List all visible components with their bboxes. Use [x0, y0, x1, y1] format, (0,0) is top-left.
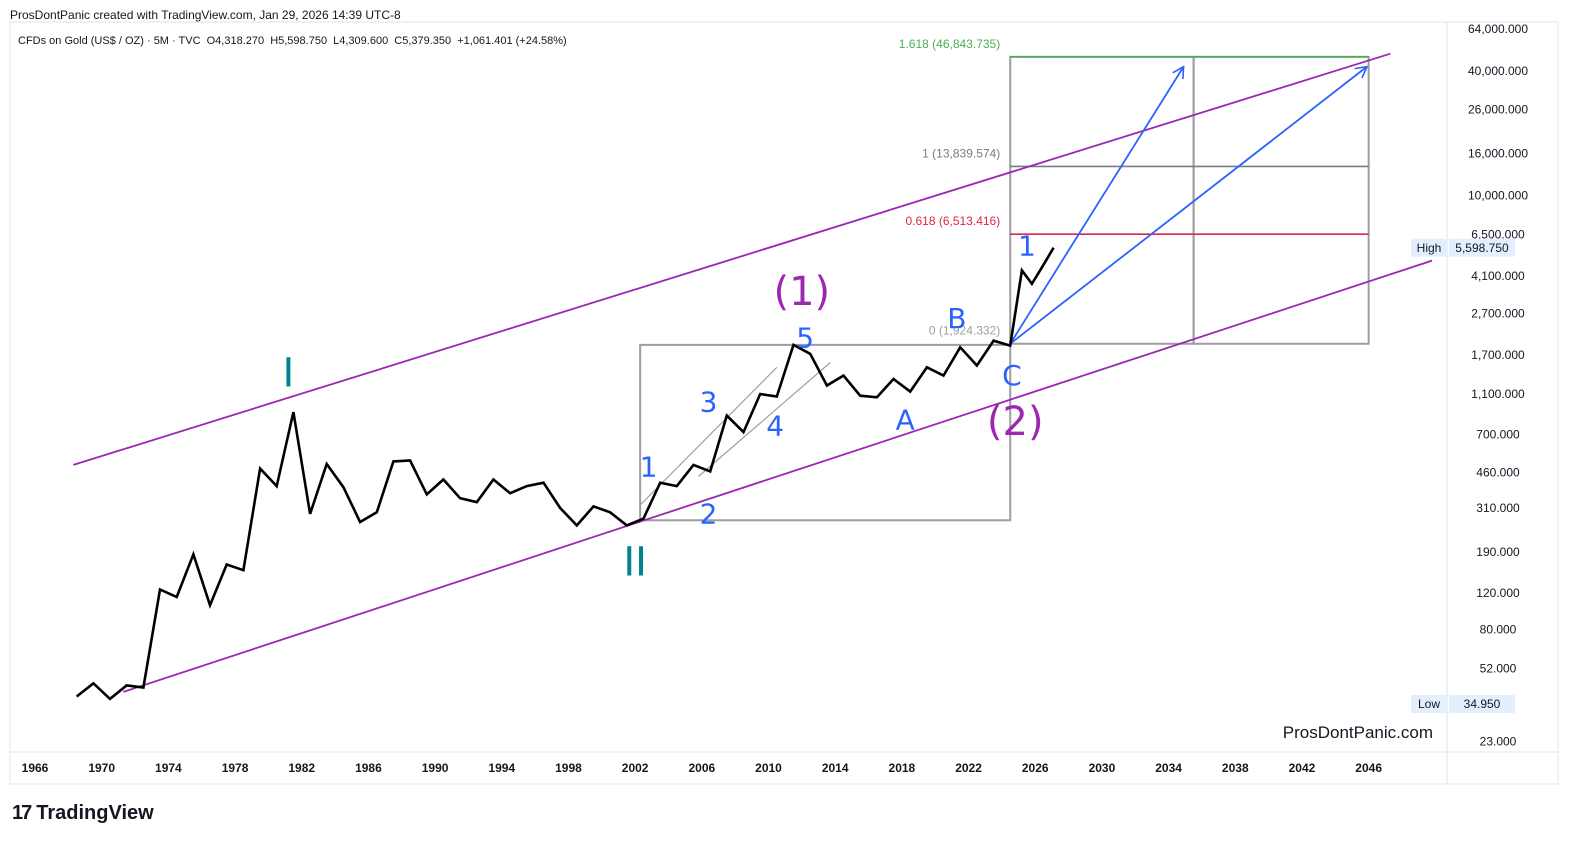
x-tick-label-2: 1974 — [155, 761, 182, 775]
projection-arrow-1 — [1009, 65, 1369, 345]
tradingview-logo-icon: 17 — [12, 802, 32, 824]
x-tick-label-10: 2006 — [688, 761, 715, 775]
x-tick-label-8: 1998 — [555, 761, 582, 775]
y-tick-label-0: 64,000.000 — [1468, 22, 1528, 36]
watermark: ProsDontPanic.com — [1283, 723, 1433, 742]
y-tick-label-6: 4,100.000 — [1471, 269, 1525, 283]
tradingview-logo[interactable]: 17 TradingView — [12, 802, 154, 825]
projection-arrow-0 — [1009, 65, 1185, 345]
price-series-line-0 — [75, 247, 1055, 701]
fib-label-3: 0 (1,924.332) — [929, 324, 1000, 338]
x-tick-label-15: 2026 — [1022, 761, 1049, 775]
wave-label-12: 1 — [1018, 230, 1036, 263]
x-tick-label-11: 2010 — [755, 761, 782, 775]
y-tick-label-16: 52.000 — [1480, 661, 1517, 675]
y-tick-label-1: 40,000.000 — [1468, 64, 1528, 78]
price-tag-high-label-bg — [1411, 238, 1447, 257]
x-tick-label-19: 2042 — [1289, 761, 1316, 775]
y-tick-label-17: 23.000 — [1480, 735, 1517, 749]
y-tick-label-4: 10,000.000 — [1468, 189, 1528, 203]
projection-box-0 — [639, 343, 1012, 522]
fib-label-1: 1 (13,839.574) — [922, 146, 1000, 160]
x-tick-label-13: 2018 — [889, 761, 916, 775]
x-tick-label-6: 1990 — [422, 761, 449, 775]
wave-label-9: A — [896, 404, 915, 437]
price-tag-high-value-bg — [1449, 238, 1515, 257]
price-tag-low-label-bg — [1411, 695, 1447, 714]
y-tick-label-10: 700.000 — [1476, 428, 1520, 442]
wave-label-3: (2) — [987, 399, 1044, 445]
minor-channel-line-1 — [698, 362, 831, 477]
y-tick-label-8: 1,700.000 — [1471, 348, 1525, 362]
wave-label-1: II — [623, 540, 647, 586]
y-tick-label-13: 190.000 — [1476, 545, 1520, 559]
x-tick-label-4: 1982 — [288, 761, 315, 775]
channel-upper-line — [73, 52, 1391, 466]
price-tag-high-label: High — [1417, 241, 1442, 255]
y-tick-label-15: 80.000 — [1480, 623, 1517, 637]
price-tag-low-label: Low — [1418, 697, 1440, 711]
x-tick-label-20: 2046 — [1355, 761, 1382, 775]
wave-label-6: 3 — [700, 385, 718, 418]
wave-label-10: B — [947, 302, 966, 335]
y-tick-label-3: 16,000.000 — [1468, 146, 1528, 160]
plot-frame — [9, 21, 1559, 785]
ohlc-change: +1,061.401 (+24.58%) — [457, 35, 567, 47]
x-tick-label-12: 2014 — [822, 761, 849, 775]
wave-label-4: 1 — [640, 451, 658, 484]
projection-box-2 — [1192, 55, 1370, 345]
wave-label-7: 4 — [766, 409, 784, 442]
wave-label-8: 5 — [796, 321, 814, 354]
price-tag-high-value: 5,598.750 — [1455, 241, 1509, 255]
ohlc-low: L4,309.600 — [333, 35, 389, 47]
ohlc-close: C5,379.350 — [394, 35, 452, 47]
x-tick-label-1: 1970 — [88, 761, 115, 775]
ohlc-open: O4,318.270 — [206, 35, 265, 47]
wave-label-11: C — [1002, 359, 1022, 392]
x-tick-label-16: 2030 — [1089, 761, 1116, 775]
wave-label-2: (1) — [774, 269, 831, 315]
fib-label-0: 1.618 (46,843.735) — [899, 37, 1000, 51]
y-tick-label-2: 26,000.000 — [1468, 103, 1528, 117]
y-tick-label-5: 6,500.000 — [1471, 227, 1525, 241]
ohlc-high: H5,598.750 — [270, 35, 328, 47]
x-tick-label-7: 1994 — [488, 761, 515, 775]
symbol-name[interactable]: CFDs on Gold (US$ / OZ) · 5M · TVC — [18, 35, 201, 47]
x-tick-label-5: 1986 — [355, 761, 382, 775]
symbol-info[interactable]: CFDs on Gold (US$ / OZ) · 5M · TVC O4,31… — [18, 35, 570, 47]
channel-lower-line — [123, 259, 1433, 693]
y-tick-label-7: 2,700.000 — [1471, 306, 1525, 320]
wave-label-5: 2 — [700, 497, 718, 530]
price-tag-low-value-bg — [1449, 695, 1515, 714]
y-tick-label-11: 460.000 — [1476, 465, 1520, 479]
x-tick-label-9: 2002 — [622, 761, 649, 775]
fib-label-2: 0.618 (6,513.416) — [905, 214, 1000, 228]
y-tick-label-12: 310.000 — [1476, 501, 1520, 515]
y-tick-label-14: 120.000 — [1476, 586, 1520, 600]
x-tick-label-3: 1978 — [222, 761, 249, 775]
header-credit: ProsDontPanic created with TradingView.c… — [10, 8, 401, 22]
y-tick-label-9: 1,100.000 — [1471, 387, 1525, 401]
tradingview-logo-text: TradingView — [36, 802, 154, 824]
x-tick-label-14: 2022 — [955, 761, 982, 775]
price-tag-low-value: 34.950 — [1464, 697, 1501, 711]
x-tick-label-17: 2034 — [1155, 761, 1182, 775]
x-tick-label-18: 2038 — [1222, 761, 1249, 775]
wave-label-0: I — [282, 351, 294, 397]
x-tick-label-0: 1966 — [22, 761, 49, 775]
